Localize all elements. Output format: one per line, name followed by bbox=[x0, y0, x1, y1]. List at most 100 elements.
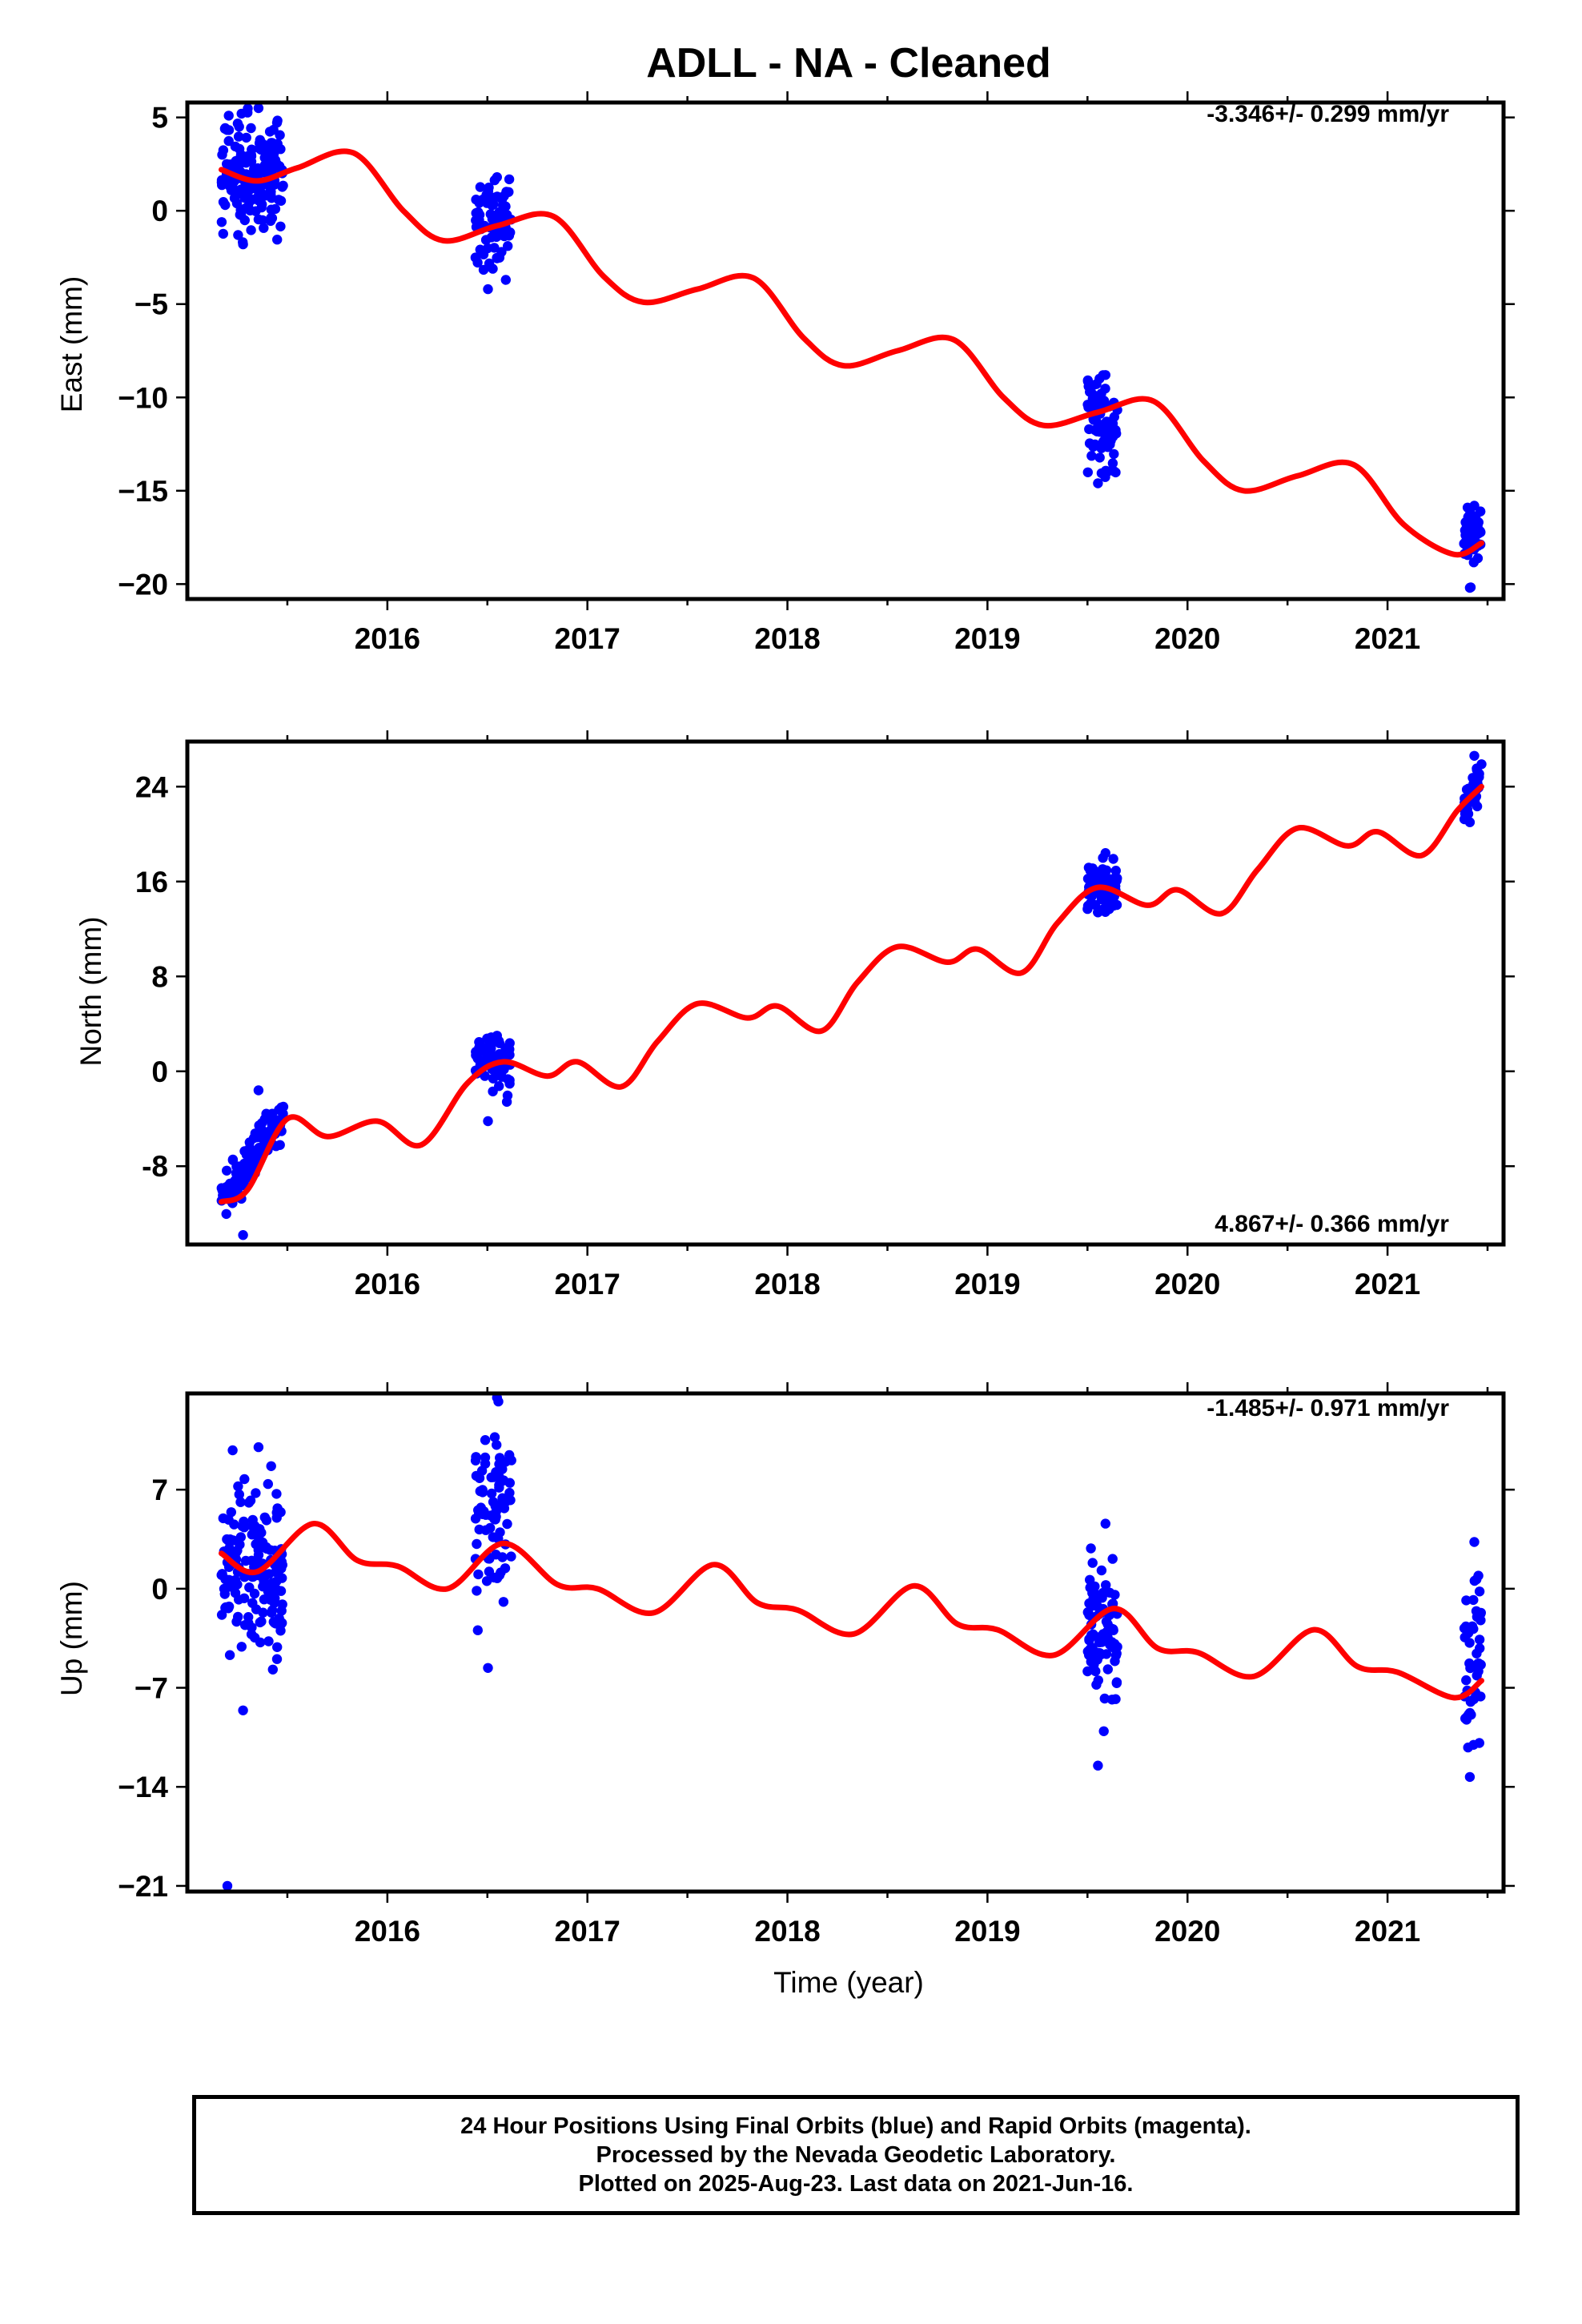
east-data-point bbox=[1082, 400, 1093, 410]
up-data-point bbox=[230, 1574, 241, 1586]
east-data-point bbox=[265, 156, 276, 167]
north-y-axis-label: North (mm) bbox=[74, 916, 107, 1066]
north-y-tick-label: 8 bbox=[151, 960, 168, 993]
east-data-point bbox=[1471, 512, 1481, 522]
north-rate-label: 4.867+/- 0.366 mm/yr bbox=[1215, 1211, 1449, 1237]
up-data-point bbox=[272, 1642, 283, 1652]
up-data-point bbox=[249, 1588, 260, 1599]
east-x-tick-label: 2021 bbox=[1355, 622, 1420, 655]
up-data-point bbox=[1468, 1694, 1480, 1705]
up-data-point bbox=[1085, 1574, 1095, 1586]
up-data-point bbox=[492, 1440, 502, 1450]
east-x-tick-label: 2017 bbox=[555, 622, 620, 655]
up-data-point bbox=[1100, 1518, 1111, 1529]
up-data-point bbox=[1091, 1679, 1102, 1690]
east-data-point bbox=[272, 235, 283, 245]
up-x-tick-label: 2017 bbox=[555, 1915, 620, 1948]
east-data-point bbox=[275, 195, 287, 206]
east-data-point bbox=[1083, 381, 1094, 392]
up-data-points bbox=[216, 1393, 1487, 1892]
east-data-point bbox=[235, 149, 247, 160]
up-data-point bbox=[1107, 1554, 1118, 1564]
up-data-point bbox=[259, 1512, 270, 1523]
up-data-point bbox=[224, 1650, 235, 1660]
north-data-point bbox=[1111, 899, 1122, 911]
up-data-point bbox=[225, 1534, 235, 1545]
up-data-point bbox=[485, 1522, 496, 1534]
east-data-point bbox=[216, 217, 227, 227]
up-data-point bbox=[480, 1435, 491, 1445]
up-data-point bbox=[1464, 1658, 1475, 1669]
up-data-point bbox=[243, 1618, 254, 1629]
east-data-point bbox=[503, 241, 513, 251]
east-y-axis-label: East (mm) bbox=[55, 276, 88, 413]
up-y-axis-label: Up (mm) bbox=[55, 1581, 88, 1696]
east-data-point bbox=[480, 235, 492, 245]
up-data-point bbox=[472, 1625, 483, 1635]
east-data-point bbox=[246, 151, 257, 162]
east-data-point bbox=[495, 207, 505, 218]
up-data-point bbox=[226, 1507, 236, 1518]
up-data-point bbox=[1099, 1693, 1110, 1704]
up-data-point bbox=[1082, 1666, 1093, 1677]
up-data-point bbox=[239, 1516, 249, 1527]
up-data-point bbox=[271, 1576, 282, 1587]
up-data-point bbox=[1463, 1742, 1473, 1753]
up-data-point bbox=[234, 1489, 244, 1500]
east-data-point bbox=[1086, 451, 1097, 461]
up-data-point bbox=[263, 1636, 274, 1647]
up-data-point bbox=[472, 1538, 482, 1550]
up-data-point bbox=[486, 1472, 496, 1483]
east-data-point bbox=[1107, 458, 1118, 468]
up-data-point bbox=[471, 1452, 481, 1462]
up-data-point bbox=[473, 1569, 484, 1580]
east-data-point bbox=[496, 247, 507, 257]
north-data-point bbox=[266, 1111, 276, 1121]
up-data-point bbox=[255, 1637, 266, 1648]
north-x-tick-label: 2016 bbox=[355, 1268, 420, 1301]
up-x-tick-label: 2016 bbox=[355, 1915, 420, 1948]
up-data-point bbox=[491, 1506, 501, 1517]
east-data-point bbox=[500, 275, 511, 285]
east-data-point bbox=[245, 205, 255, 216]
up-data-point bbox=[255, 1524, 265, 1534]
east-data-point bbox=[1088, 441, 1098, 452]
up-data-point bbox=[502, 1518, 512, 1530]
up-data-point bbox=[1101, 1616, 1112, 1627]
up-plot-area: 2016 2017 2018 2019 2020 2021 7 0 −7 −14 −21 bbox=[118, 1382, 1515, 1948]
east-fit-line bbox=[219, 148, 1484, 558]
up-data-point bbox=[251, 1539, 261, 1550]
north-data-point bbox=[1082, 903, 1093, 915]
east-data-point bbox=[243, 103, 253, 114]
east-data-point bbox=[238, 239, 248, 250]
east-data-point bbox=[1084, 424, 1094, 435]
east-data-point bbox=[253, 103, 264, 114]
north-data-point bbox=[1108, 854, 1118, 864]
up-data-point bbox=[1098, 1726, 1109, 1736]
north-plot-area: 2016 2017 2018 2019 2020 2021 24 16 8 0 -8 bbox=[135, 730, 1515, 1301]
up-data-point bbox=[216, 1570, 227, 1581]
up-data-point bbox=[271, 1513, 282, 1523]
up-data-point bbox=[1107, 1642, 1118, 1652]
up-data-point bbox=[1475, 1643, 1485, 1654]
north-data-point bbox=[1476, 759, 1487, 770]
east-rate-label: -3.346+/- 0.299 mm/yr bbox=[1207, 101, 1449, 127]
up-y-tick-label: −14 bbox=[118, 1771, 168, 1803]
up-data-point bbox=[247, 1555, 257, 1566]
north-panel: 4.867+/- 0.366 mm/yr North (mm) bbox=[74, 916, 1449, 1237]
east-data-point bbox=[277, 182, 287, 192]
east-data-point bbox=[259, 223, 269, 233]
north-data-point bbox=[278, 1101, 289, 1112]
north-y-tick-label: -8 bbox=[142, 1150, 168, 1183]
up-data-point bbox=[232, 1545, 243, 1556]
north-data-point bbox=[241, 1149, 252, 1160]
east-data-point bbox=[246, 123, 256, 134]
east-data-point bbox=[1088, 415, 1099, 425]
north-data-point bbox=[278, 1108, 288, 1120]
east-data-point bbox=[233, 131, 244, 142]
east-data-point bbox=[483, 243, 493, 254]
up-data-point bbox=[1086, 1601, 1097, 1611]
up-y-tick-label: −7 bbox=[135, 1672, 168, 1705]
up-data-point bbox=[494, 1482, 504, 1493]
east-data-point bbox=[223, 135, 234, 147]
